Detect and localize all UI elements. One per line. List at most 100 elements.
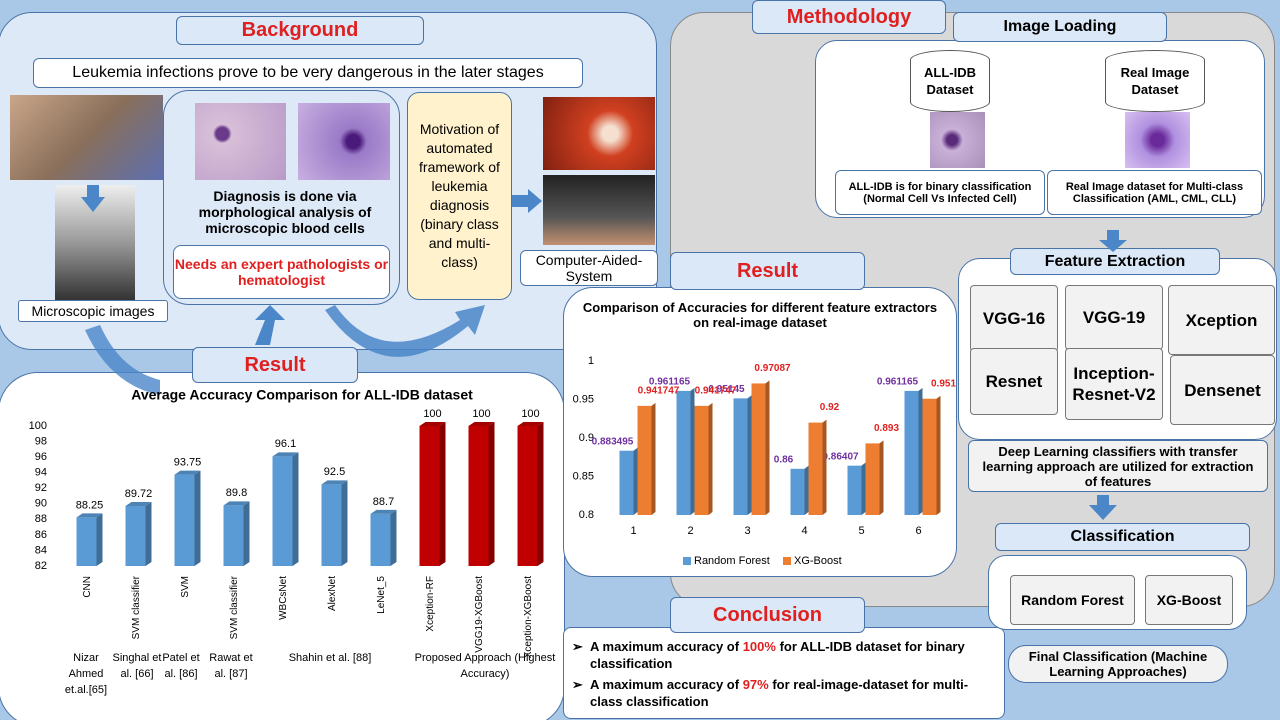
conclusion-list: ➢ A maximum accuracy of 100% for ALL-IDB … [572,638,996,710]
bar-side [861,462,866,515]
bar [174,474,195,566]
bar [272,456,293,566]
bar [517,426,538,566]
title: Result [244,353,306,376]
bar [370,513,391,566]
bar-side [879,440,884,515]
section-title: Background [176,16,424,45]
value-label: 92.5 [324,466,345,478]
extractor-card: Inception-Resnet-V2 [1065,348,1163,420]
caption: Real Image dataset for Multi-class Class… [1047,170,1262,215]
bar [676,390,691,515]
value-label: 0.951 [931,378,956,389]
bar-side [243,501,250,566]
value-label: 0.893 [874,423,899,434]
x-tick-label: 5 [858,525,864,537]
title: Methodology [786,5,912,28]
bar [922,398,937,515]
y-tick-label: 82 [35,560,47,572]
bullet: ➢ A maximum accuracy of 97% for real-imag… [572,676,996,710]
group-label: Singhal et al. [66] [112,652,162,680]
x-tick-label: Xception-XGBoost [523,576,534,658]
motivation-box: Motivation of automated framework of leu… [407,92,512,300]
bar-side [341,480,348,566]
x-tick-label: LeNet_5 [376,576,387,614]
legend-label: XG-Boost [794,555,842,567]
y-tick-label: 98 [35,435,47,447]
text: for ALL-IDB dataset for binary classific… [590,639,965,671]
expert-box: Needs an expert pathologists or hematolo… [173,245,390,299]
bar-top [76,513,103,518]
label: Microscopic images [18,300,168,322]
value-label: 0.941747 [638,385,680,396]
group-label: Shahin et al. [88] [288,652,372,664]
bar-side [488,422,495,566]
bar [76,517,97,566]
bar [468,426,489,566]
text: 100% [742,639,776,654]
extractor-card: VGG-19 [1065,285,1163,350]
y-tick-label: 92 [35,482,47,494]
x-tick-label: SVM classifier [229,575,240,639]
value-label: 89.8 [226,487,247,499]
group-label: Proposed Approach (Highest Accuracy) [414,652,556,680]
text: for real-image-dataset for multi-class c… [590,677,969,709]
bar [808,422,823,515]
diagnosis-text: Diagnosis is done via morphological anal… [198,188,372,236]
y-tick-label: 86 [35,529,47,541]
value-label: 0.941747 [695,385,737,396]
bar-side [804,465,809,515]
bar-side [936,395,941,515]
photo [298,103,390,180]
photo [543,175,655,245]
bar-group [468,422,495,566]
bar-side [537,422,544,566]
value-label: 100 [521,408,539,420]
arrow [325,305,485,357]
title: Result [736,259,799,282]
section-title: Conclusion [670,597,865,633]
x-tick-label: 4 [801,525,807,537]
bar [321,484,342,566]
arrow [81,197,105,212]
bullet-icon: ➢ [572,677,583,692]
section-title: Result [670,252,865,290]
value-label: 93.75 [174,457,202,469]
cylinder: Real Image Dataset [1105,50,1205,112]
y-tick-label: 0.8 [579,509,594,521]
bar-group [76,513,103,566]
bar-top [223,501,250,506]
bar-side [822,419,827,515]
arrow [87,185,99,197]
x-tick-label: 1 [630,525,636,537]
bar-group [125,501,152,566]
x-tick-label: SVM classifier [131,575,142,639]
photo [543,97,655,170]
section-title: Result [192,347,358,383]
bar [751,383,766,515]
value-label: 100 [472,408,490,420]
bullet-icon: ➢ [572,639,583,654]
bar-group [517,422,544,566]
title: Background [241,19,359,41]
step-title: Classification [995,523,1250,551]
bar-top [419,422,446,426]
bar-group [174,470,201,566]
arrow [1089,505,1117,520]
banner: Leukemia infections prove to be very dan… [33,58,583,88]
bar-top [370,509,397,514]
value-label: 0.961165 [877,377,919,388]
group-label: Patel et al. [86] [162,652,200,680]
title: Conclusion [713,603,822,626]
group-label: Rawat et al. [87] [209,652,253,680]
arrow [528,189,542,213]
bar [637,405,652,515]
x-tick-label: VGG19-XGBoost [474,576,485,653]
bar [733,398,748,515]
bar-side [439,422,446,566]
bar-top [517,422,544,426]
x-tick-label: 3 [744,525,750,537]
value-label: 0.961165 [649,377,691,388]
legend-swatch [783,557,791,565]
